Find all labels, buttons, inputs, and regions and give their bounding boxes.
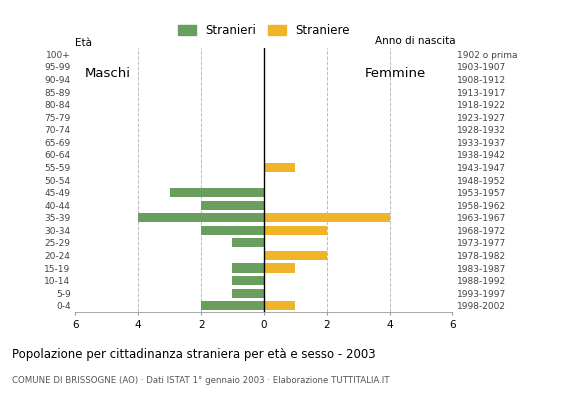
Bar [264, 264, 295, 272]
Text: Femmine: Femmine [364, 67, 426, 80]
Bar [201, 226, 264, 235]
Bar [264, 226, 327, 235]
Bar [264, 301, 295, 310]
Bar [264, 163, 295, 172]
Text: Età: Età [75, 38, 92, 48]
Bar [201, 201, 264, 210]
Bar [233, 264, 264, 272]
Bar [138, 213, 264, 222]
Text: COMUNE DI BRISSOGNE (AO) · Dati ISTAT 1° gennaio 2003 · Elaborazione TUTTITALIA.: COMUNE DI BRISSOGNE (AO) · Dati ISTAT 1°… [12, 376, 389, 385]
Bar [264, 251, 327, 260]
Legend: Stranieri, Straniere: Stranieri, Straniere [173, 20, 354, 42]
Bar [233, 276, 264, 285]
Bar [264, 213, 390, 222]
Bar [233, 289, 264, 298]
Text: Anno di nascita: Anno di nascita [375, 36, 455, 46]
Text: Maschi: Maschi [85, 67, 131, 80]
Bar [201, 301, 264, 310]
Text: Popolazione per cittadinanza straniera per età e sesso - 2003: Popolazione per cittadinanza straniera p… [12, 348, 375, 361]
Bar [169, 188, 264, 197]
Bar [233, 238, 264, 247]
